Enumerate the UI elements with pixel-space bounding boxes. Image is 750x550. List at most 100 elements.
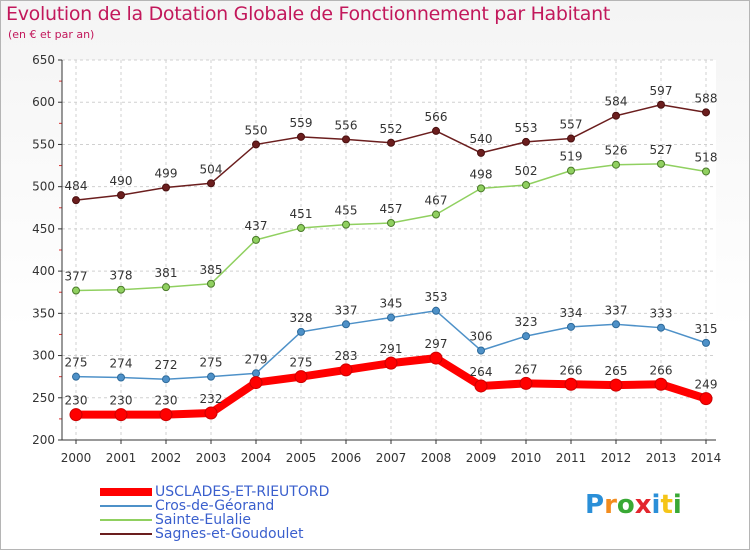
data-point (702, 167, 710, 176)
data-label: 556 (335, 118, 358, 132)
data-point (432, 210, 440, 219)
data-point (387, 218, 395, 227)
data-label: 527 (650, 143, 673, 157)
data-label: 566 (425, 110, 448, 124)
data-point (252, 140, 260, 149)
data-label: 377 (65, 270, 88, 284)
data-point (387, 138, 395, 147)
data-label: 451 (290, 207, 313, 221)
data-label: 526 (605, 144, 628, 158)
data-point (612, 160, 620, 169)
legend-label: Sainte-Eulalie (155, 512, 251, 528)
data-point (342, 135, 350, 144)
data-point (342, 220, 350, 229)
data-label: 266 (560, 363, 583, 377)
data-label: 267 (515, 362, 538, 376)
data-label: 232 (200, 392, 223, 406)
data-label: 584 (605, 95, 628, 109)
data-label: 378 (110, 269, 133, 283)
data-point (117, 191, 125, 200)
data-label: 557 (560, 118, 583, 132)
y-tick-label: 400 (32, 264, 55, 278)
legend-item: USCLADES-ET-RIEUTORD (100, 485, 329, 499)
data-point (207, 279, 215, 288)
data-label: 230 (110, 394, 133, 408)
x-tick-label: 2006 (331, 451, 362, 465)
data-label: 249 (695, 378, 718, 392)
data-point (567, 134, 575, 143)
legend-swatch (100, 505, 152, 507)
data-point (702, 338, 710, 347)
data-label: 484 (65, 179, 88, 193)
data-point (72, 286, 80, 295)
legend-swatch (100, 533, 152, 535)
data-point (342, 320, 350, 329)
data-point (609, 378, 623, 392)
chart-subtitle: (en € et par an) (8, 28, 95, 41)
data-point (72, 372, 80, 381)
data-point (162, 183, 170, 192)
x-tick-label: 2014 (691, 451, 722, 465)
data-label: 275 (65, 356, 88, 370)
data-label: 353 (425, 290, 448, 304)
data-label: 275 (200, 356, 223, 370)
data-label: 519 (560, 150, 583, 164)
legend-label: USCLADES-ET-RIEUTORD (155, 484, 330, 500)
plot-area (62, 60, 716, 440)
data-label: 550 (245, 123, 268, 137)
data-point (249, 376, 263, 390)
data-label: 437 (245, 219, 268, 233)
data-point (159, 408, 173, 422)
data-point (297, 224, 305, 233)
data-point (477, 346, 485, 355)
data-point (567, 166, 575, 175)
data-label: 279 (245, 352, 268, 366)
proxiti-logo: Proxiti (585, 490, 682, 520)
data-point (387, 313, 395, 322)
data-label: 518 (695, 150, 718, 164)
data-point (294, 370, 308, 384)
legend-label: Cros-de-Géorand (155, 498, 275, 514)
data-label: 498 (470, 167, 493, 181)
legend-swatch (100, 488, 152, 496)
data-point (339, 363, 353, 377)
legend-swatch (100, 519, 152, 521)
data-point (702, 108, 710, 117)
x-tick-label: 2001 (106, 451, 137, 465)
data-label: 345 (380, 297, 403, 311)
data-point (204, 406, 218, 420)
data-point (162, 375, 170, 384)
data-label: 315 (695, 322, 718, 336)
data-label: 275 (290, 356, 313, 370)
data-point (699, 392, 713, 406)
data-label: 553 (515, 121, 538, 135)
data-label: 588 (695, 91, 718, 105)
data-label: 328 (290, 311, 313, 325)
x-tick-label: 2004 (241, 451, 272, 465)
data-point (477, 148, 485, 157)
x-tick-label: 2012 (601, 451, 632, 465)
y-tick-label: 350 (32, 306, 55, 320)
data-point (117, 285, 125, 294)
data-point (522, 180, 530, 189)
x-tick-label: 2003 (196, 451, 227, 465)
data-point (297, 132, 305, 141)
data-label: 490 (110, 174, 133, 188)
data-point (252, 369, 260, 378)
y-tick-label: 250 (32, 391, 55, 405)
legend-label: Sagnes-et-Goudoulet (155, 526, 304, 542)
data-label: 297 (425, 337, 448, 351)
data-point (114, 408, 128, 422)
data-point (564, 377, 578, 391)
data-point (384, 356, 398, 370)
chart-title: Evolution de la Dotation Globale de Fonc… (6, 3, 611, 25)
legend-item: Cros-de-Géorand (100, 499, 329, 513)
data-point (117, 373, 125, 382)
data-point (522, 332, 530, 341)
data-point (162, 283, 170, 292)
data-label: 230 (65, 394, 88, 408)
data-label: 334 (560, 306, 583, 320)
data-label: 559 (290, 116, 313, 130)
legend-item: Sagnes-et-Goudoulet (100, 527, 329, 541)
data-label: 457 (380, 202, 403, 216)
